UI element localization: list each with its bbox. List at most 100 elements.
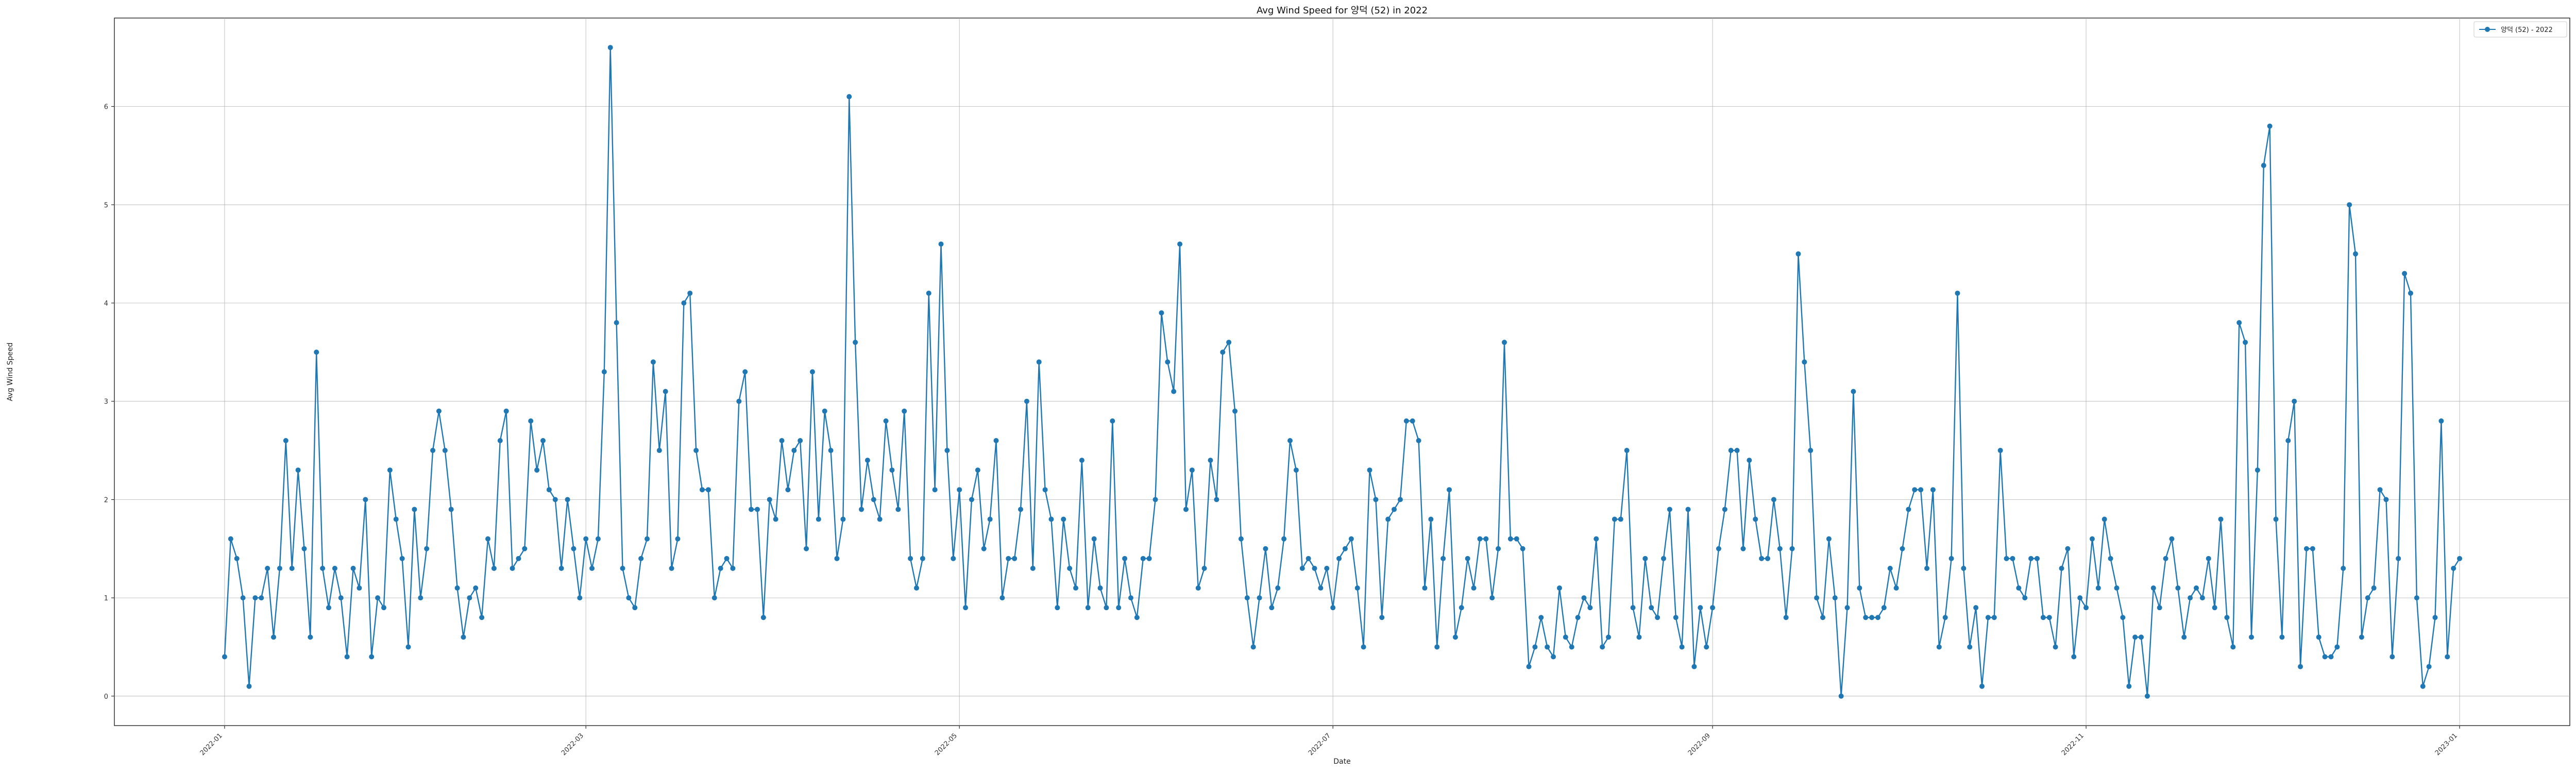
data-point xyxy=(846,94,852,99)
data-point xyxy=(571,546,577,551)
y-tick-label: 4 xyxy=(104,300,108,308)
data-point xyxy=(1869,615,1875,620)
data-point xyxy=(1018,507,1024,512)
data-point xyxy=(2310,546,2315,551)
data-point xyxy=(2408,290,2413,296)
data-point xyxy=(834,556,840,561)
data-point xyxy=(938,241,944,247)
y-tick-label: 1 xyxy=(104,595,108,602)
data-point xyxy=(1501,340,1507,345)
data-point xyxy=(2194,585,2199,591)
data-point xyxy=(736,398,742,404)
data-point xyxy=(1851,389,1856,394)
data-point xyxy=(2059,565,2064,571)
data-point xyxy=(1012,556,1018,561)
data-point xyxy=(913,585,919,591)
data-point xyxy=(252,595,258,601)
data-point xyxy=(675,536,681,542)
data-point xyxy=(760,615,766,620)
legend: 양덕 (52) - 2022 xyxy=(2473,21,2567,38)
data-point xyxy=(326,605,331,611)
data-point xyxy=(944,448,950,453)
data-point xyxy=(1704,644,1709,650)
data-point xyxy=(2077,595,2083,601)
data-point xyxy=(2353,251,2359,257)
data-point xyxy=(2341,565,2346,571)
data-point xyxy=(791,448,797,453)
data-point xyxy=(418,595,423,601)
data-point xyxy=(1208,458,1213,463)
data-point xyxy=(767,497,772,502)
data-point xyxy=(865,458,870,463)
data-point xyxy=(1881,605,1887,611)
data-point xyxy=(1655,615,1660,620)
data-point xyxy=(1997,448,2003,453)
data-point xyxy=(2316,634,2321,640)
y-tick-label: 6 xyxy=(104,104,108,111)
data-point xyxy=(711,595,717,601)
x-tick-label: 2022-07 xyxy=(1307,732,1332,757)
data-point xyxy=(2383,497,2389,502)
data-point xyxy=(1789,546,1795,551)
legend-box xyxy=(2473,21,2567,38)
data-point xyxy=(773,516,778,522)
data-point xyxy=(1299,565,1305,571)
data-point xyxy=(1036,359,1042,365)
data-point xyxy=(1159,310,1164,316)
data-point xyxy=(1747,458,1752,463)
data-point xyxy=(1538,615,1544,620)
data-point xyxy=(1802,359,1807,365)
data-point xyxy=(2157,605,2162,611)
data-point xyxy=(565,497,570,502)
data-point xyxy=(1238,536,1244,542)
data-point xyxy=(491,565,497,571)
data-point xyxy=(626,595,632,601)
data-point xyxy=(705,487,711,493)
data-point xyxy=(1336,556,1342,561)
data-point xyxy=(2114,585,2120,591)
data-point xyxy=(2144,693,2150,699)
data-point xyxy=(1924,565,1930,571)
data-point xyxy=(2457,556,2463,561)
data-point xyxy=(534,467,540,473)
data-point xyxy=(1342,546,1348,551)
data-point xyxy=(2150,585,2156,591)
data-point xyxy=(1955,290,1960,296)
data-point xyxy=(607,45,613,51)
data-point xyxy=(320,565,326,571)
data-point xyxy=(999,595,1005,601)
data-point xyxy=(632,605,638,611)
x-axis-ticks: 2022-01 2022-03 2022-05 2022-07 2022-09 2022-… xyxy=(199,726,2460,757)
data-point xyxy=(2181,634,2187,640)
data-point xyxy=(461,634,466,640)
data-point xyxy=(2365,595,2370,601)
data-point xyxy=(1777,546,1783,551)
data-point xyxy=(1434,644,1440,650)
data-point xyxy=(338,595,344,601)
data-point xyxy=(1134,615,1140,620)
data-point xyxy=(1128,595,1133,601)
data-point xyxy=(589,565,595,571)
data-point xyxy=(2169,536,2175,542)
data-point xyxy=(1452,634,1458,640)
data-point xyxy=(1477,536,1483,542)
data-point xyxy=(1679,644,1685,650)
x-tick-label: 2022-03 xyxy=(560,732,585,757)
data-point xyxy=(283,438,289,443)
data-point xyxy=(1061,516,1066,522)
data-point xyxy=(859,507,864,512)
data-point xyxy=(2261,163,2266,169)
data-point xyxy=(301,546,307,551)
data-point xyxy=(809,369,815,375)
data-point xyxy=(485,536,490,542)
series-group xyxy=(222,45,2463,699)
data-point xyxy=(1863,615,1869,620)
data-point xyxy=(993,438,999,443)
data-point xyxy=(2022,595,2028,601)
data-point xyxy=(804,546,809,551)
data-point xyxy=(1091,536,1097,542)
data-point xyxy=(583,536,589,542)
data-point xyxy=(546,487,552,493)
data-point xyxy=(1030,565,1036,571)
data-point xyxy=(1771,497,1776,502)
